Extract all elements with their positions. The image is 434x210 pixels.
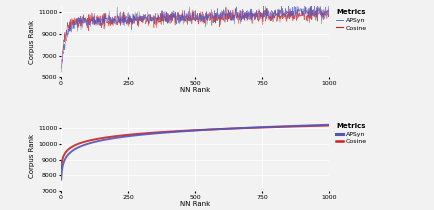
Legend: APSyn, Cosine: APSyn, Cosine [335,9,366,30]
Y-axis label: Corpus Rank: Corpus Rank [29,20,35,64]
Legend: APSyn, Cosine: APSyn, Cosine [335,123,366,144]
Y-axis label: Corpus Rank: Corpus Rank [29,134,35,178]
X-axis label: NN Rank: NN Rank [179,87,210,93]
X-axis label: NN Rank: NN Rank [179,201,210,207]
